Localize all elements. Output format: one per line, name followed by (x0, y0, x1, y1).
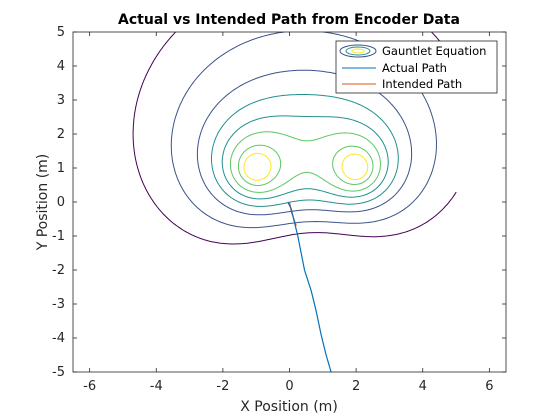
legend-label-intended: Intended Path (382, 77, 462, 91)
contour-level-line (237, 144, 374, 186)
x-tick-label: -2 (216, 379, 229, 394)
contour-level-line (243, 152, 369, 181)
x-axis-label: X Position (m) (240, 399, 338, 415)
x-tick-label: -4 (150, 379, 163, 394)
legend-label-actual: Actual Path (382, 61, 447, 75)
x-tick-label: 4 (419, 379, 427, 394)
contour-lines (132, 32, 457, 245)
y-tick-label: -2 (52, 263, 65, 278)
y-tick-label: 2 (57, 127, 65, 142)
y-tick-label: 0 (57, 195, 65, 210)
y-tick-label: -4 (52, 331, 65, 346)
y-axis-ticks: -5 -4 -3 -2 -1 0 1 2 3 4 5 (52, 25, 506, 380)
y-axis-label: Y Position (m) (35, 154, 51, 252)
y-tick-label: 4 (57, 59, 65, 74)
legend: Gauntlet Equation Actual Path Intended P… (335, 40, 498, 94)
legend-label-gauntlet: Gauntlet Equation (382, 44, 486, 58)
contour-level-line (221, 115, 389, 200)
y-tick-label: -3 (52, 297, 65, 312)
x-axis-ticks: -6 -4 -2 0 2 4 6 (83, 32, 493, 394)
y-tick-label: 5 (57, 25, 65, 40)
x-tick-label: 2 (352, 379, 360, 394)
y-tick-label: -1 (52, 229, 65, 244)
contour-level-line (211, 94, 399, 207)
path-lines (287, 201, 332, 372)
x-tick-label: -6 (83, 379, 96, 394)
y-tick-label: 1 (57, 161, 65, 176)
chart-title: Actual vs Intended Path from Encoder Dat… (118, 12, 460, 28)
x-tick-label: 0 (285, 379, 293, 394)
x-tick-label: 6 (485, 379, 493, 394)
y-tick-label: -5 (52, 365, 65, 380)
actual-path-line (287, 201, 332, 372)
legend-contour-swatch (339, 44, 377, 58)
contour-level-line (196, 69, 413, 216)
y-tick-label: 3 (57, 93, 65, 108)
contour-level-line (229, 131, 381, 193)
